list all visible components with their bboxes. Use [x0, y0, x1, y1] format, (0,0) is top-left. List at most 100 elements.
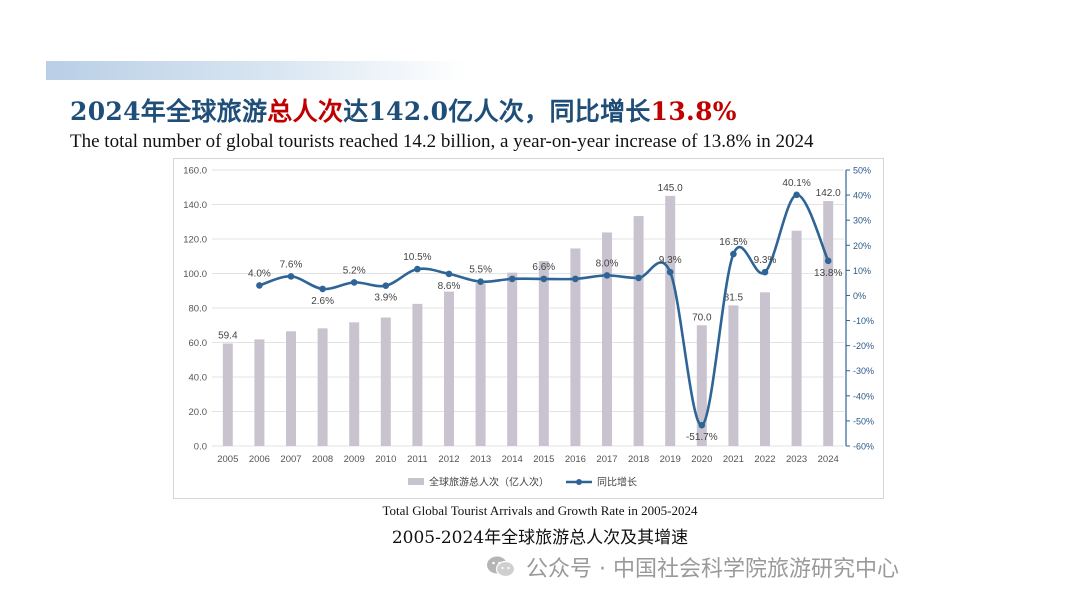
title-part-3: 达142.0亿人次，同比增长 — [343, 97, 651, 126]
bar-2020 — [696, 325, 707, 446]
x-tick-label: 2020 — [691, 454, 712, 465]
growth-data-label: 5.5% — [469, 265, 492, 276]
y-right-tick-label: -30% — [853, 366, 874, 376]
x-tick-label: 2010 — [375, 454, 396, 465]
wechat-icon — [486, 555, 516, 579]
bar-data-label: 142.0 — [816, 188, 841, 199]
y-right-tick-label: 20% — [853, 241, 871, 251]
y-right-tick-label: -10% — [853, 316, 874, 326]
growth-data-label: 16.5% — [719, 237, 747, 248]
growth-data-label: 40.1% — [782, 178, 810, 189]
x-tick-label: 2014 — [502, 454, 523, 465]
bar-2024 — [823, 201, 834, 446]
growth-point-2013 — [477, 278, 484, 285]
y-right-tick-label: 40% — [853, 191, 871, 201]
y-left-tick-label: 80.0 — [189, 304, 208, 315]
y-right-tick-label: 50% — [853, 166, 871, 176]
growth-data-label: 9.3% — [754, 255, 777, 266]
watermark-text: 公众号 · 中国社会科学院旅游研究中心 — [526, 557, 899, 582]
bar-2005 — [222, 343, 233, 446]
x-tick-label: 2024 — [818, 454, 839, 465]
watermark: 公众号 · 中国社会科学院旅游研究中心 — [486, 553, 899, 582]
bar-2007 — [286, 331, 296, 446]
growth-data-label: 9.3% — [659, 255, 682, 266]
legend-label-line: 同比增长 — [597, 476, 637, 489]
x-tick-label: 2016 — [565, 454, 586, 465]
y-left-tick-label: 100.0 — [183, 269, 207, 280]
x-tick-label: 2019 — [660, 454, 681, 465]
x-tick-label: 2008 — [312, 454, 333, 465]
bar-2021 — [728, 305, 739, 446]
page-subtitle: The total number of global tourists reac… — [70, 131, 814, 152]
growth-data-label: 5.2% — [343, 265, 366, 276]
y-right-tick-label: -60% — [853, 442, 874, 452]
y-left-tick-label: 0.0 — [194, 442, 207, 453]
header-band — [46, 61, 466, 80]
growth-point-2007 — [287, 273, 295, 280]
growth-point-2018 — [635, 274, 642, 282]
x-tick-label: 2012 — [438, 454, 459, 465]
growth-point-2011 — [414, 265, 421, 273]
y-left-tick-label: 60.0 — [189, 338, 208, 349]
growth-point-2024 — [824, 257, 832, 265]
bar-2014 — [507, 272, 518, 446]
bar-2017 — [602, 232, 612, 446]
x-tick-label: 2011 — [407, 454, 427, 465]
y-left-tick-label: 160.0 — [183, 166, 207, 177]
bar-data-label: 70.0 — [692, 312, 712, 323]
x-tick-label: 2009 — [344, 454, 365, 465]
legend-swatch-marker — [576, 479, 582, 485]
growth-point-2016 — [572, 275, 579, 283]
growth-data-label: 13.8% — [814, 268, 842, 279]
bar-2023 — [791, 230, 802, 446]
y-left-tick-label: 20.0 — [189, 407, 208, 418]
bar-2008 — [317, 328, 328, 446]
x-tick-label: 2018 — [628, 454, 649, 465]
caption-chinese: 2005-2024年全球旅游总人次及其增速 — [391, 528, 689, 548]
growth-point-2010 — [382, 282, 390, 289]
bar-data-label: 59.4 — [218, 331, 238, 342]
bar-2011 — [412, 303, 423, 446]
bar-2015 — [538, 261, 549, 446]
growth-point-2009 — [350, 279, 358, 286]
growth-point-2012 — [445, 270, 453, 278]
growth-point-2015 — [540, 275, 548, 283]
legend-label-bar: 全球旅游总人次（亿人次） — [429, 476, 549, 489]
growth-data-label: 2.6% — [311, 296, 334, 307]
bar-data-label: 81.5 — [724, 292, 744, 303]
growth-point-2019 — [666, 268, 674, 276]
x-tick-label: 2017 — [596, 454, 617, 465]
growth-data-label: -51.7% — [686, 432, 718, 443]
x-tick-label: 2015 — [533, 454, 554, 465]
bar-2012 — [444, 291, 454, 446]
bar-2013 — [475, 283, 486, 446]
growth-data-label: 8.6% — [438, 281, 461, 292]
y-right-tick-label: 0% — [853, 291, 866, 301]
bar-2010 — [380, 317, 391, 446]
combo-chart: 0.0 20.0 40.0 60.0 80.0 100.0 120.0 140.0 160.0 -… — [183, 166, 874, 489]
growth-point-2022 — [761, 268, 769, 276]
growth-data-label: 10.5% — [403, 252, 431, 263]
bar-2006 — [254, 339, 265, 446]
growth-point-2023 — [793, 191, 800, 199]
y-left-tick-label: 40.0 — [189, 373, 208, 384]
growth-point-2008 — [319, 285, 326, 293]
x-tick-label: 2013 — [470, 454, 491, 465]
growth-data-label: 7.6% — [280, 259, 303, 270]
title-highlight-rate: 13.8% — [650, 97, 737, 126]
y-left-tick-label: 120.0 — [183, 235, 207, 246]
y-left-tick-label: 140.0 — [183, 200, 207, 211]
growth-point-2017 — [603, 272, 611, 279]
bar-data-label: 145.0 — [658, 183, 683, 194]
title-part-1: 2024年全球旅游 — [70, 97, 268, 126]
growth-data-label: 8.0% — [596, 258, 619, 269]
page-title: 2024年全球旅游总人次达142.0亿人次，同比增长13.8% — [70, 92, 737, 128]
growth-point-2006 — [256, 282, 263, 289]
legend-swatch-bar — [408, 478, 424, 485]
growth-point-2020 — [698, 421, 706, 429]
y-right-tick-label: 10% — [853, 266, 871, 276]
y-right-tick-label: -50% — [853, 416, 874, 426]
y-right-tick-label: -40% — [853, 391, 874, 401]
growth-point-2014 — [508, 275, 516, 283]
bar-2019 — [665, 195, 676, 446]
